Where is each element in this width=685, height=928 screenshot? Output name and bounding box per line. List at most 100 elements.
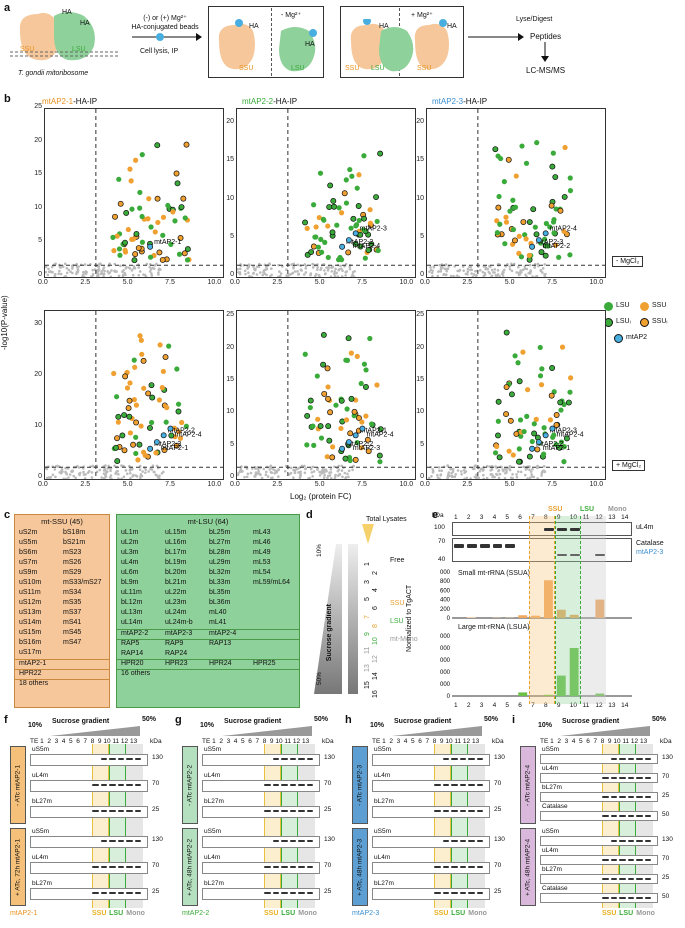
protein-point [342, 455, 349, 462]
bg-point [488, 265, 492, 269]
lsu-others: 16 others [121, 670, 151, 677]
bg-point [78, 473, 81, 477]
bg-point [329, 275, 333, 278]
bg-point [104, 473, 107, 477]
bg-point [279, 272, 283, 275]
bg-point [76, 270, 80, 274]
bg-point [138, 468, 142, 472]
bg-point [447, 473, 450, 476]
protein-point [557, 399, 564, 406]
x-tick-label: 10.0 [399, 279, 414, 286]
bg-point [44, 270, 48, 274]
bg-point [316, 468, 319, 471]
y-tick-label: 5 [420, 440, 424, 448]
bg-point [466, 267, 470, 271]
mtap2-point-label: mtAP2-2 [346, 239, 373, 246]
bg-point [157, 267, 161, 271]
ssu-protein-table: mt-SSU (45) uS2m bS18m uS5m bS21m bS6m mS23 uS… [14, 514, 110, 708]
x-tick-label: 7.5 [357, 279, 367, 286]
bg-point [498, 275, 501, 278]
protein-point [130, 236, 137, 242]
lsu-extra-protein: mtAP2-2 [121, 630, 149, 637]
blot-band [476, 758, 484, 760]
blot-strip [30, 888, 148, 900]
bg-point [333, 270, 337, 273]
bg-point [95, 470, 99, 474]
protein-point [492, 450, 499, 456]
bg-point [515, 271, 518, 274]
protein-point [127, 166, 133, 172]
bg-point [478, 469, 482, 473]
blot-band [289, 892, 297, 894]
bg-point [437, 466, 441, 469]
mtap2-point [542, 432, 549, 439]
lsu-protein: mL59/mL64 [253, 579, 290, 586]
lane-number: 10 [569, 514, 577, 521]
gradient-label: Sucrose gradient [224, 718, 282, 725]
blot-band [619, 758, 626, 760]
bg-point [474, 269, 477, 273]
ssu-protein: uS5m [19, 539, 38, 546]
protein-point [334, 222, 340, 228]
protein-point [327, 409, 334, 416]
lane-number: 11 [582, 514, 590, 521]
ssu-fraction-label: SSU [390, 600, 405, 607]
blot-band [476, 784, 484, 786]
lsu-table-title: mt-LSU (64) [187, 517, 229, 526]
x-tick-label: 5.0 [122, 279, 133, 286]
protein-point [553, 441, 559, 448]
bg-point [268, 262, 271, 266]
kda-value: 70 [152, 862, 160, 869]
blot-band [610, 815, 618, 817]
lsu-protein: bL32m [209, 569, 231, 576]
bar-9 [556, 675, 566, 696]
legend-mtap2-marker [614, 334, 623, 343]
bg-point [330, 477, 333, 480]
blot-band [602, 796, 609, 798]
blot-band [134, 866, 142, 868]
bg-point [107, 464, 110, 468]
protein-point [154, 195, 161, 202]
lane-number: 14 [621, 702, 629, 709]
lsu-protein: uL16m [165, 539, 187, 546]
protein-point [532, 224, 538, 230]
lane-number: 4 [492, 702, 497, 709]
ha-tag-4: HA [305, 41, 315, 48]
mtap2-point-label: mtAP2-3 [353, 445, 380, 452]
blot-label-uS5m: uS5m [542, 828, 559, 835]
protein-point [526, 453, 533, 460]
bg-point [65, 266, 69, 270]
bg-point [241, 469, 244, 473]
blot-band [92, 784, 99, 786]
protein-point [512, 204, 519, 210]
lsu-footer: LSU [109, 910, 124, 917]
blot-band [476, 866, 484, 868]
gradient-wedge [222, 726, 312, 736]
ssu-fraction-highlight [529, 516, 555, 704]
blot-band [442, 892, 450, 894]
protein-point [363, 367, 369, 373]
blot-label-uS5m: uS5m [542, 746, 559, 753]
protein-point [494, 230, 500, 236]
blot-label-Catalase: Catalase [542, 885, 568, 892]
blot-band [619, 777, 626, 779]
mtap2-point-label: mtAP2-2 [536, 441, 563, 448]
bg-point [99, 262, 102, 265]
x-tick-label: 0.0 [230, 481, 240, 488]
protein-point [327, 182, 334, 189]
bg-point [466, 270, 470, 274]
protein-point [352, 456, 359, 463]
kda-value: 130 [152, 754, 163, 761]
gradient-label: Sucrose gradient [52, 718, 110, 725]
bg-point [91, 268, 95, 272]
bg-point [336, 469, 340, 473]
y-tick-label: 25 [226, 311, 234, 319]
protein-point [325, 423, 332, 430]
bg-point [314, 272, 318, 276]
mitoribosome-caption: T. gondii mitoribosome [18, 70, 89, 77]
bg-point [529, 470, 533, 473]
x-tick-label: 5.0 [122, 481, 133, 488]
bg-point [447, 265, 451, 268]
lsu-footer: LSU [281, 910, 296, 917]
kda-value: 70 [324, 862, 332, 869]
